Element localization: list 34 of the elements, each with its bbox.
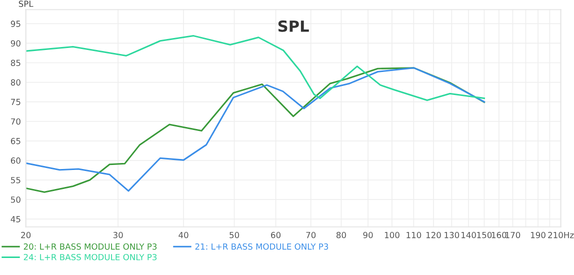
y-tick-label: 90 [10,40,20,47]
y-tick-label: 55 [11,177,20,184]
legend-label: 20: L+R BASS MODULE ONLY P3 [24,243,157,250]
legend-label: 21: L+R BASS MODULE ONLY P3 [195,243,328,250]
y-tick-label: 45 [10,216,20,222]
legend-label: 24: L+R BASS MODULE ONLY P3 [24,254,157,260]
y-tick-label: 75 [11,98,20,106]
x-tick-label: 40 [178,232,188,238]
x-tick-label: 210Hz [548,232,574,238]
x-tick-label: 80 [336,232,346,238]
x-tick-label: 20 [21,232,31,238]
x-tick-label: 150 [477,232,492,238]
x-tick-label: 70 [306,232,316,238]
y-tick-label: 80 [10,79,20,86]
x-tick-label: 130 [444,232,460,238]
y-tick-label: 65 [10,138,20,144]
x-tick-label: 90 [363,232,373,238]
y-axis-title: SPL [18,0,34,7]
y-tick-label: 85 [10,60,20,66]
x-tick-label: 100 [384,232,400,238]
x-tick-label: 50 [230,232,240,238]
x-tick-label: 190 [530,232,546,238]
y-tick-label: 95 [10,20,20,27]
text: SPL [278,20,309,32]
x-tick-label: 140 [462,232,476,238]
x-tick-label: 160 [492,232,506,238]
x-tick-label: 170 [506,232,520,238]
x-tick-label: 30 [113,232,123,238]
y-tick-label: 60 [10,157,20,164]
x-tick-label: 120 [426,232,441,238]
x-tick-label: 60 [271,232,281,238]
y-tick-label: 50 [11,196,20,203]
y-tick-label: 70 [11,118,20,125]
x-tick-label: 110 [406,232,422,238]
